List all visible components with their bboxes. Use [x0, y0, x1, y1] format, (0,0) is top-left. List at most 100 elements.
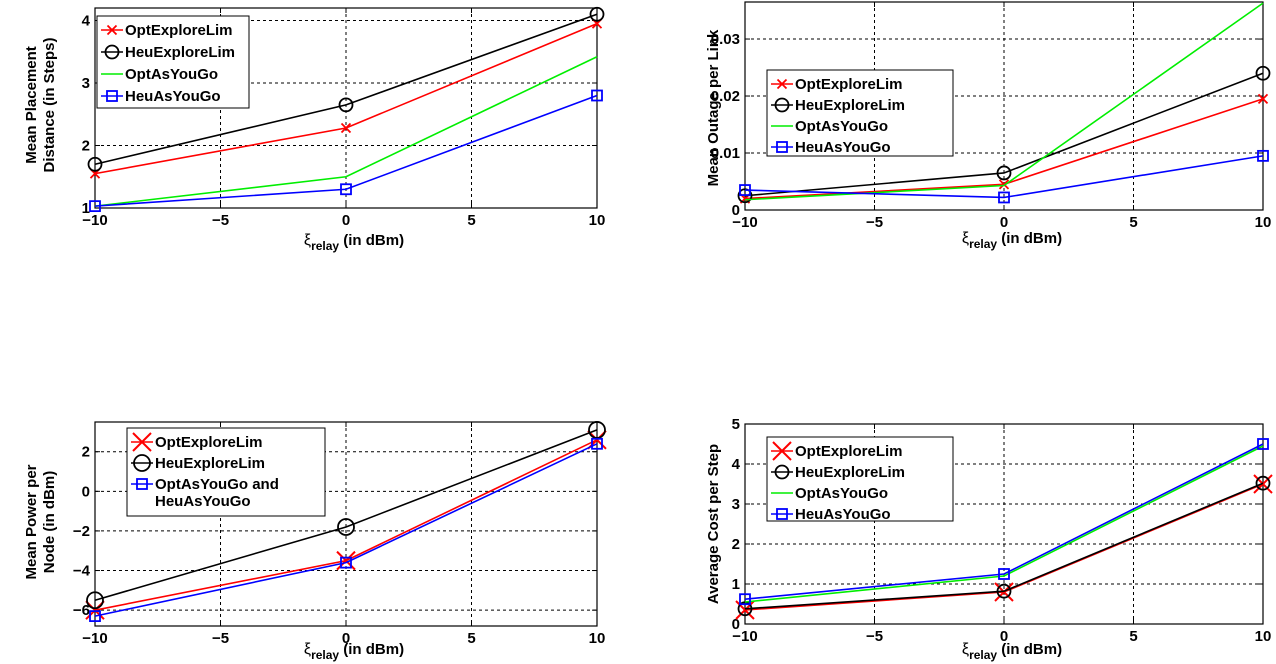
data-point	[337, 518, 355, 536]
x-axis-label: ξrelay (in dBm)	[962, 230, 1062, 251]
data-point	[737, 601, 753, 617]
legend-label-line: HeuAsYouGo	[155, 493, 251, 510]
x-axis-subscript: relay	[969, 648, 997, 662]
data-point	[591, 437, 603, 450]
y-tick-label: 4	[82, 13, 91, 30]
y-tick-label: 1	[82, 200, 90, 217]
y-axis-label-line: Node (in dBm)	[41, 471, 58, 574]
data-point	[336, 550, 356, 571]
chart-panel-3: −10 −5 0 5 10 −6 −4 −2 0 2 Mean Power perNode (in …	[23, 421, 607, 662]
y-axis-label-line: Mean Outage per Link	[705, 29, 722, 186]
x-axis-symbol: ξ	[304, 641, 311, 658]
x-tick-label: 5	[1129, 214, 1137, 231]
x-axis-symbol: ξ	[962, 641, 969, 658]
y-tick-label: 0	[732, 202, 740, 219]
x-axis-subscript: relay	[311, 648, 339, 662]
legend-label: HeuExploreLim	[795, 97, 905, 114]
series-line	[744, 72, 1264, 197]
legend-box	[96, 15, 250, 109]
series-line	[744, 482, 1264, 610]
x-axis-label: ξrelay (in dBm)	[304, 232, 404, 253]
series-line	[744, 2, 1264, 201]
x-tick-label: −10	[732, 214, 757, 231]
x-tick-label: 10	[589, 630, 606, 647]
legend-label: OptExploreLim	[155, 434, 263, 451]
data-point	[739, 593, 751, 606]
y-axis-label-line: Mean Power per	[23, 464, 40, 579]
y-tick-label: 2	[82, 138, 90, 155]
legend-label: HeuExploreLim	[795, 464, 905, 481]
data-point	[1257, 93, 1269, 105]
legend-marker	[106, 24, 118, 36]
chart-panel-1: −10 −5 0 5 10 1 2 3 4 Mean PlacementDistance (in …	[23, 6, 606, 253]
legend-label: HeuExploreLim	[125, 44, 235, 61]
data-point	[589, 6, 605, 22]
data-point	[737, 188, 753, 204]
legend-label: OptAsYouGo and HeuAsYouGo	[155, 476, 279, 510]
y-tick-label: 3	[732, 496, 740, 513]
legend-marker	[104, 44, 120, 60]
x-tick-label: 10	[1255, 628, 1272, 645]
x-tick-label: 5	[467, 212, 475, 229]
data-point	[340, 556, 352, 569]
x-tick-label: 0	[342, 630, 350, 647]
x-tick-label: −10	[732, 628, 757, 645]
legend-marker	[774, 97, 790, 113]
y-tick-label: 1	[732, 576, 740, 593]
data-point	[1257, 438, 1269, 450]
x-axis-unit: (in dBm)	[997, 230, 1062, 247]
series-line	[94, 56, 598, 207]
legend-label: OptExploreLim	[795, 76, 903, 93]
y-axis-label: Mean Power perNode (in dBm)	[23, 464, 58, 579]
legend-label-line: OptAsYouGo and	[155, 476, 279, 493]
legend-marker	[132, 432, 152, 452]
y-axis-label-line: Distance (in Steps)	[41, 37, 58, 172]
x-axis-symbol: ξ	[304, 232, 311, 249]
legend-box	[126, 427, 326, 517]
x-axis-unit: (in dBm)	[339, 641, 404, 658]
x-tick-label: 5	[467, 630, 475, 647]
legend-marker	[774, 464, 790, 480]
y-axis-label-line: Mean Placement	[23, 46, 40, 164]
data-point	[1257, 149, 1269, 162]
x-axis-subscript: relay	[311, 239, 339, 253]
x-tick-label: −5	[212, 212, 229, 229]
x-tick-label: −5	[866, 628, 883, 645]
x-tick-label: −5	[212, 630, 229, 647]
legend-box	[766, 69, 954, 157]
chart-panel-4: −10 −5 0 5 10 0 1 2 3 4 5 Average Cost per Step ξrel…	[705, 416, 1273, 662]
y-tick-label: 5	[732, 416, 740, 433]
data-point	[998, 191, 1010, 204]
series-line	[94, 443, 598, 617]
data-point	[1255, 65, 1271, 81]
x-tick-label: −10	[82, 212, 107, 229]
data-point	[87, 156, 103, 172]
legend-marker	[106, 90, 118, 102]
series-line	[744, 155, 1264, 199]
series-line	[744, 445, 1264, 603]
legend-marker	[136, 478, 148, 490]
y-tick-label: 2	[732, 536, 740, 553]
data-point	[340, 122, 352, 134]
y-tick-label: 0	[82, 483, 90, 500]
legend-box	[766, 436, 954, 522]
legend-marker	[133, 454, 151, 472]
series-line	[94, 94, 598, 207]
legend-label: OptExploreLim	[125, 22, 233, 39]
data-point	[338, 97, 354, 113]
legend-marker	[776, 508, 788, 520]
data-point	[340, 183, 352, 196]
legend-label: HeuExploreLim	[155, 455, 265, 472]
x-axis-unit: (in dBm)	[339, 232, 404, 249]
x-tick-label: 10	[589, 212, 606, 229]
y-axis-label: Mean PlacementDistance (in Steps)	[23, 37, 58, 172]
legend-label: OptAsYouGo	[125, 66, 218, 83]
x-axis-unit: (in dBm)	[997, 641, 1062, 658]
legend-label: OptAsYouGo	[795, 118, 888, 135]
y-axis-label-line: Average Cost per Step	[705, 444, 722, 604]
x-tick-label: 0	[1000, 214, 1008, 231]
data-point	[591, 89, 603, 102]
series-line	[94, 429, 598, 602]
legend-label: HeuAsYouGo	[795, 506, 891, 523]
